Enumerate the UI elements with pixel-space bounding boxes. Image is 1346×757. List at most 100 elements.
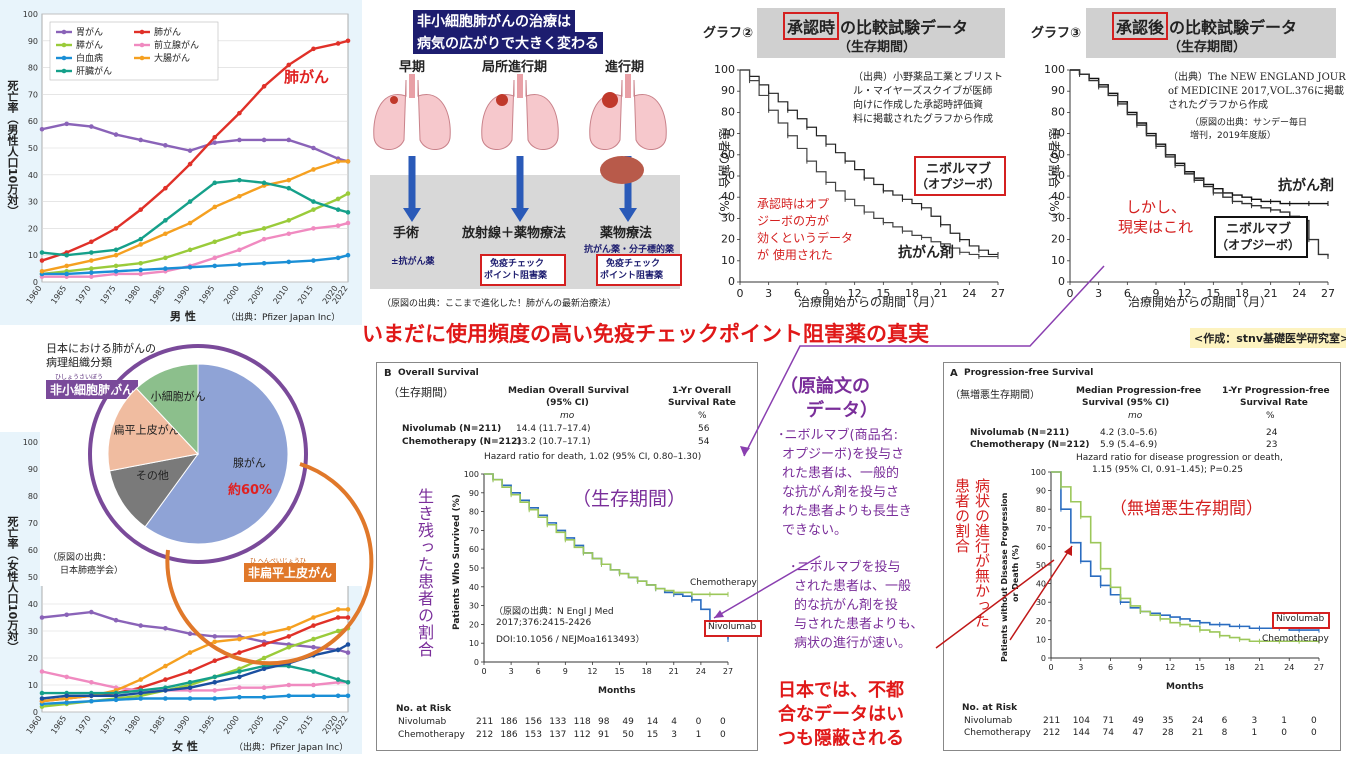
pie-slice-label: その他 xyxy=(136,469,169,482)
risk-count: 1 xyxy=(1251,728,1258,738)
x-tick-label: 18 xyxy=(1225,663,1235,672)
mid-red-1: 日本では、不都 xyxy=(778,680,904,701)
data-point xyxy=(237,177,242,183)
data-point xyxy=(345,680,351,685)
os-jp-title: （生存期間） xyxy=(388,386,454,399)
pie-ring-nonsquamous xyxy=(165,462,374,666)
data-point xyxy=(237,636,242,642)
risk-count: 212 xyxy=(1043,728,1061,738)
os-nivo-box[interactable] xyxy=(704,620,762,637)
data-point xyxy=(212,696,218,701)
mid-b2-2: された患者は、一般 xyxy=(794,579,912,594)
data-point xyxy=(335,677,341,682)
risk-count: 91 xyxy=(598,730,610,740)
data-point xyxy=(212,634,218,639)
x-tick-label: 2005 xyxy=(247,714,266,736)
data-point xyxy=(237,137,242,143)
y-tick-label: 60 xyxy=(1036,542,1046,551)
risk-count: 153 xyxy=(524,730,542,740)
y-tick-label: 100 xyxy=(1044,63,1065,76)
pfs-nivo-box[interactable] xyxy=(1272,612,1330,629)
data-point xyxy=(187,199,193,204)
graph3-source-5: 増刊，2019年度版） xyxy=(1190,131,1276,141)
data-point xyxy=(311,682,316,688)
y-tick-label: 50 xyxy=(28,573,38,582)
data-point xyxy=(64,263,69,269)
os-row1-rate: 56 xyxy=(698,424,710,434)
risk-count: 24 xyxy=(1191,716,1204,726)
legend-label: 前立腺がん xyxy=(154,39,199,51)
graph2-nivo-box[interactable] xyxy=(914,156,1006,196)
data-point xyxy=(187,650,193,655)
therapy-radiation: 放射線＋薬物療法 xyxy=(462,226,567,241)
y-tick-label: 30 xyxy=(28,198,38,207)
risk-count: 15 xyxy=(646,730,659,740)
y-tick-label: 100 xyxy=(23,10,38,19)
os-row1-median: 14.4 (11.7–17.4) xyxy=(516,424,591,434)
tumor xyxy=(602,92,618,108)
data-point xyxy=(335,223,341,229)
data-point xyxy=(163,688,168,693)
y-tick-label: 50 xyxy=(469,564,479,573)
data-point xyxy=(89,698,94,704)
data-point xyxy=(335,207,341,212)
pie-slice-label: 腺がん xyxy=(233,456,266,470)
data-point xyxy=(39,690,45,696)
data-point xyxy=(89,609,94,615)
mid-b1-5: れた患者よりも長生き xyxy=(782,504,912,519)
mid-b1-6: できない。 xyxy=(782,523,848,538)
series-line-白血病 xyxy=(42,254,349,276)
x-tick-label: 24 xyxy=(696,667,706,676)
data-point xyxy=(138,137,144,143)
data-point xyxy=(345,693,351,699)
y-tick-label: 40 xyxy=(28,171,38,180)
data-point xyxy=(237,674,242,680)
graph2-chemo-label: 抗がん剤 xyxy=(898,245,954,261)
pie-slice-扁平上皮がん xyxy=(107,387,199,472)
data-point xyxy=(237,247,242,253)
risk-count: 8 xyxy=(1221,728,1228,738)
risk-count: 133 xyxy=(549,717,567,727)
y-tick-label: 10 xyxy=(1036,635,1046,644)
therapy-drug-sub: 抗がん薬・分子標的薬 xyxy=(584,245,675,255)
data-point xyxy=(261,236,267,242)
y-tick-label: 100 xyxy=(23,438,38,447)
mid-heading-2: データ） xyxy=(806,400,878,421)
x-tick-label: 9 xyxy=(1138,663,1143,672)
x-tick-label: 24 xyxy=(962,287,976,300)
data-point xyxy=(39,258,45,263)
data-point xyxy=(286,682,292,688)
x-tick-label: 6 xyxy=(1108,663,1113,672)
os-cite-2: 2017;376:2415-2426 xyxy=(496,618,592,628)
data-point xyxy=(163,266,168,271)
male-chart-highlight: 肺がん xyxy=(284,68,330,86)
os-nivo-label: Nivolumab xyxy=(708,622,757,632)
x-tick-label: 3 xyxy=(1095,287,1102,300)
risk-count: 1 xyxy=(695,730,702,740)
y-tick-label: 60 xyxy=(469,545,479,554)
treatment-arrowhead xyxy=(403,208,421,222)
icb-adv-1: 免疫チェック xyxy=(606,259,661,269)
male-mortality-chart: 0 10 20 30 40 50 60 70 80 90 100 1960 1965 1970 1975 19… xyxy=(23,10,351,306)
pfs-row1-rate: 24 xyxy=(1266,428,1278,438)
y-tick-label: 0 xyxy=(1041,654,1046,663)
squamous-ruby: ひ へんぺいじょうひ xyxy=(250,558,306,565)
data-point xyxy=(335,159,341,164)
data-point xyxy=(212,239,218,245)
x-tick-label: 0 xyxy=(1048,663,1053,672)
data-point xyxy=(89,239,94,245)
stage-local: 局所進行期 xyxy=(482,60,548,75)
data-point xyxy=(138,696,144,701)
data-point xyxy=(261,655,267,661)
y-tick-label: 100 xyxy=(464,470,479,479)
data-point xyxy=(335,255,341,261)
data-point xyxy=(311,693,316,699)
therapy-surgery: 手術 xyxy=(393,226,420,241)
data-point xyxy=(237,669,242,674)
risk-count: 0 xyxy=(720,730,726,740)
mid-b2-1: ･ニボルマブを投与 xyxy=(790,560,901,575)
risk-count: 3 xyxy=(1251,716,1258,726)
data-point xyxy=(286,218,292,223)
y-axis-label: 患者の割合（%） xyxy=(1047,128,1062,223)
graph3-nivo-box[interactable] xyxy=(1214,216,1308,258)
